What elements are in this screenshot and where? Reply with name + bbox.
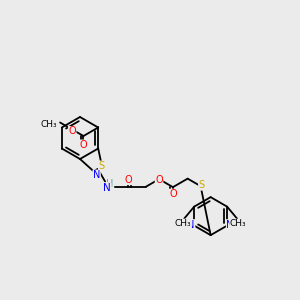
Text: CH₃: CH₃ bbox=[175, 219, 191, 228]
Text: N: N bbox=[226, 220, 234, 230]
Text: CH₃: CH₃ bbox=[230, 219, 246, 228]
Text: O: O bbox=[169, 189, 177, 199]
Text: N: N bbox=[103, 183, 111, 193]
Text: O: O bbox=[155, 175, 163, 185]
Text: O: O bbox=[68, 127, 76, 136]
Text: O: O bbox=[124, 175, 132, 184]
Text: CH₃: CH₃ bbox=[40, 120, 57, 129]
Text: N: N bbox=[93, 170, 100, 180]
Text: H: H bbox=[106, 178, 114, 189]
Text: S: S bbox=[98, 161, 105, 171]
Text: N: N bbox=[188, 220, 195, 230]
Text: O: O bbox=[80, 140, 87, 150]
Text: S: S bbox=[199, 180, 205, 190]
